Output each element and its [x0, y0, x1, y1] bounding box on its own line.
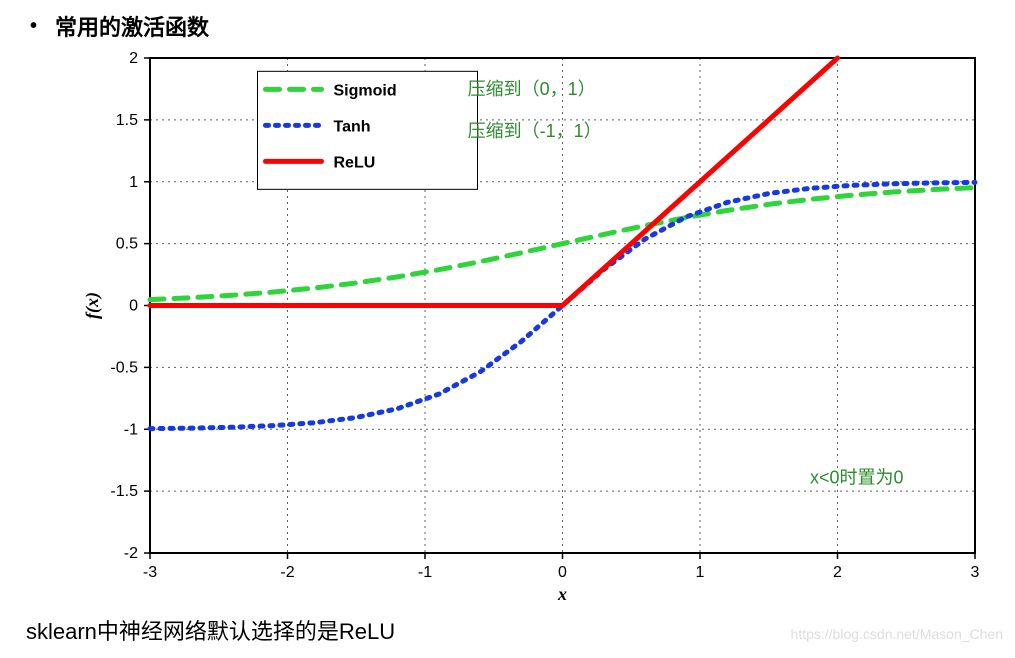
svg-text:-0.5: -0.5	[110, 359, 138, 376]
svg-text:Tanh: Tanh	[334, 118, 371, 135]
watermark-text: https://blog.csdn.net/Mason_Chen	[791, 626, 1003, 642]
svg-text:ReLU: ReLU	[334, 154, 376, 171]
svg-text:-3: -3	[143, 564, 157, 581]
svg-text:3: 3	[971, 564, 980, 581]
svg-text:-1: -1	[418, 564, 432, 581]
bullet-icon: •	[30, 15, 37, 38]
svg-text:压缩到（0，1）: 压缩到（0，1）	[468, 79, 596, 99]
svg-text:1.5: 1.5	[116, 112, 138, 129]
svg-text:1: 1	[129, 174, 138, 191]
svg-text:Sigmoid: Sigmoid	[334, 82, 397, 99]
svg-text:1: 1	[696, 564, 705, 581]
activation-functions-chart: -3 -2 -1 0 1 2 3 -2 -1.5 -1 -0.5 0 0.5 1 1.5 2 x f(x) Sigm…	[80, 48, 985, 608]
svg-text:0.5: 0.5	[116, 236, 138, 253]
page-title: 常用的激活函数	[55, 10, 209, 42]
svg-text:-1.5: -1.5	[110, 483, 138, 500]
svg-text:f(x): f(x)	[82, 292, 103, 319]
svg-text:0: 0	[558, 564, 567, 581]
title-row: • 常用的激活函数	[30, 10, 209, 42]
svg-text:0: 0	[129, 298, 138, 315]
svg-text:压缩到（-1，1）: 压缩到（-1，1）	[468, 121, 602, 141]
svg-text:-1: -1	[124, 421, 138, 438]
svg-text:-2: -2	[280, 564, 294, 581]
page-container: • 常用的激活函数 -3 -2 -1 0 1 2 3 -2 -1.5 -1 -0.5 0 0.5 1 1.5…	[0, 0, 1015, 658]
footer-text: sklearn中神经网络默认选择的是ReLU	[26, 614, 395, 646]
svg-text:2: 2	[129, 50, 138, 67]
svg-text:-2: -2	[124, 545, 138, 562]
svg-text:x<0时置为0: x<0时置为0	[810, 468, 904, 488]
svg-text:2: 2	[833, 564, 842, 581]
svg-text:x: x	[557, 584, 567, 604]
chart-container: -3 -2 -1 0 1 2 3 -2 -1.5 -1 -0.5 0 0.5 1 1.5 2 x f(x) Sigm…	[80, 48, 985, 608]
